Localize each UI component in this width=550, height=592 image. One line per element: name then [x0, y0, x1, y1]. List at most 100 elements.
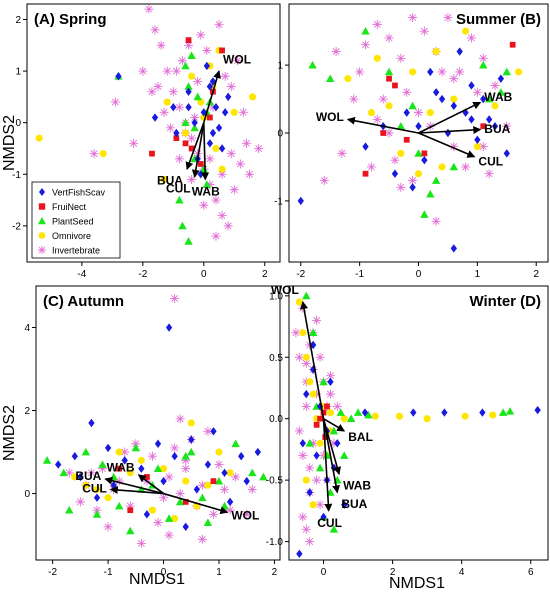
point-invertebrate: [414, 108, 423, 118]
vector-label-wol: WOL: [231, 509, 259, 523]
point-invertebrate: [184, 40, 194, 50]
point-omnivore: [491, 102, 499, 110]
point-vertfishscav: [450, 101, 457, 111]
point-invertebrate: [294, 352, 304, 362]
point-omnivore: [204, 481, 212, 489]
point-omnivore: [461, 412, 469, 420]
point-fruinect: [362, 170, 369, 177]
point-invertebrate: [147, 87, 157, 97]
point-invertebrate: [205, 180, 215, 190]
point-vertfishscav: [171, 452, 178, 461]
point-plantseed: [322, 451, 332, 459]
point-omnivore: [163, 98, 171, 106]
point-plantseed: [92, 510, 102, 518]
point-plantseed: [202, 180, 212, 188]
point-invertebrate: [177, 56, 187, 66]
point-plantseed: [496, 88, 506, 96]
point-omnivore: [302, 476, 310, 484]
point-fruinect: [403, 136, 410, 143]
point-invertebrate: [175, 489, 185, 499]
vector-label-cul: CUL: [317, 516, 342, 530]
y-axis-label-top: NMDS2: [1, 115, 18, 171]
point-vertfishscav: [193, 485, 200, 494]
point-plantseed: [42, 456, 52, 464]
point-omnivore: [373, 54, 381, 62]
point-vertfishscav: [433, 88, 440, 97]
point-invertebrate: [226, 82, 236, 92]
point-fruinect: [149, 150, 155, 157]
point-vertfishscav: [421, 155, 428, 165]
point-invertebrate: [214, 460, 224, 470]
point-plantseed: [178, 221, 187, 230]
point-invertebrate: [220, 71, 230, 81]
point-invertebrate: [319, 176, 329, 186]
point-plantseed: [505, 407, 515, 415]
point-invertebrate: [174, 102, 184, 112]
point-invertebrate: [125, 501, 135, 511]
x-tick-label: 1: [475, 269, 481, 280]
legend-marker-fruinect: [38, 203, 46, 210]
point-invertebrate: [308, 438, 318, 448]
x-tick-label: 0: [161, 567, 167, 578]
vector-cul: [109, 485, 164, 495]
point-invertebrate: [315, 500, 325, 510]
point-vertfishscav: [206, 82, 214, 91]
point-vertfishscav: [203, 61, 210, 71]
point-omnivore: [187, 419, 195, 427]
point-invertebrate: [190, 113, 200, 123]
point-omnivore: [212, 144, 220, 153]
point-omnivore: [35, 134, 43, 142]
point-invertebrate: [332, 401, 342, 411]
point-invertebrate: [162, 66, 172, 76]
point-invertebrate: [431, 216, 441, 226]
point-invertebrate: [138, 66, 148, 76]
point-omnivore: [181, 129, 190, 137]
point-invertebrate: [199, 200, 209, 210]
point-invertebrate: [114, 476, 124, 486]
point-invertebrate: [211, 231, 221, 241]
legend-label-fruinect: FruiNect: [52, 202, 87, 212]
point-invertebrate: [174, 154, 184, 164]
y-tick-label: 1: [15, 67, 21, 78]
point-invertebrate: [315, 352, 325, 362]
point-invertebrate: [220, 484, 230, 494]
y-tick-label: -0.5: [266, 476, 284, 487]
legend-marker-plantseed: [38, 217, 46, 225]
point-plantseed: [198, 493, 207, 502]
point-omnivore: [462, 27, 470, 35]
point-vertfishscav: [313, 451, 320, 460]
point-invertebrate: [294, 426, 304, 436]
point-fruinect: [116, 465, 123, 472]
point-vertfishscav: [468, 81, 475, 90]
point-vertfishscav: [204, 460, 212, 469]
point-invertebrate: [484, 169, 494, 179]
point-plantseed: [346, 414, 356, 423]
point-omnivore: [371, 412, 379, 420]
panel-title: (C) Autumn: [43, 293, 124, 310]
plot-frame: [35, 285, 281, 561]
point-omnivore: [309, 501, 317, 509]
point-invertebrate: [193, 76, 203, 86]
point-vertfishscav: [104, 443, 112, 453]
x-tick-label: 0: [416, 269, 422, 280]
y-tick-label: 1.0: [269, 291, 283, 302]
point-invertebrate: [64, 468, 74, 478]
point-vertfishscav: [225, 92, 232, 102]
x-tick-label: 2: [533, 269, 539, 280]
point-invertebrate: [211, 195, 221, 205]
point-vertfishscav: [55, 460, 62, 469]
x-tick-label: -4: [77, 269, 86, 280]
point-invertebrate: [478, 53, 488, 63]
point-omnivore: [226, 469, 234, 477]
point-invertebrate: [170, 443, 180, 453]
point-invertebrate: [120, 447, 130, 457]
point-plantseed: [193, 92, 202, 101]
point-fruinect: [313, 421, 320, 428]
point-invertebrate: [217, 211, 227, 221]
point-invertebrate: [242, 509, 252, 519]
vector-bua: [418, 125, 482, 134]
point-plantseed: [502, 67, 511, 76]
point-fruinect: [219, 47, 225, 54]
point-vertfishscav: [221, 468, 228, 478]
point-omnivore: [215, 448, 223, 456]
